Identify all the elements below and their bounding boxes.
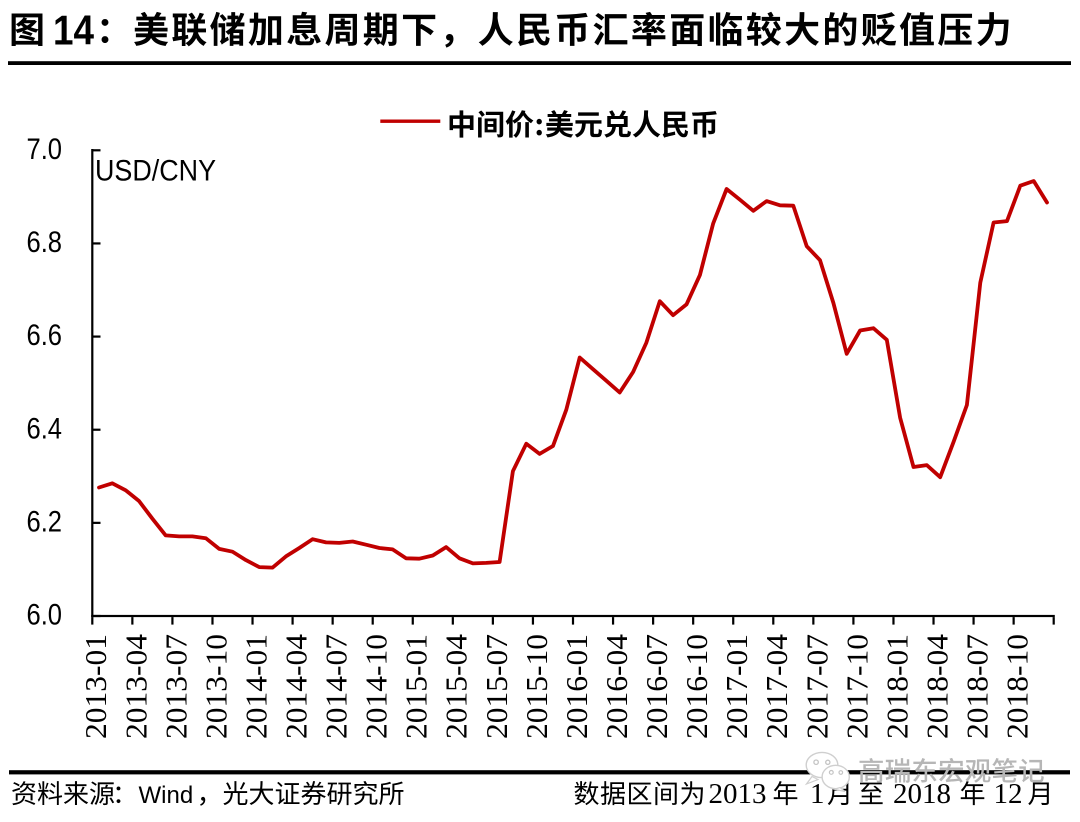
svg-text:14: 14 — [53, 7, 95, 54]
svg-text:2015-01: 2015-01 — [399, 634, 434, 739]
svg-text:Wind: Wind — [139, 782, 194, 809]
svg-text:USD/CNY: USD/CNY — [95, 155, 216, 188]
svg-text:2016-07: 2016-07 — [639, 634, 674, 739]
svg-text:2013-04: 2013-04 — [118, 633, 153, 739]
svg-text:2015-10: 2015-10 — [519, 634, 554, 739]
svg-text:2016-01: 2016-01 — [559, 634, 594, 739]
svg-text:12: 12 — [994, 778, 1023, 810]
svg-text:6.4: 6.4 — [27, 412, 63, 445]
svg-text:2018-10: 2018-10 — [1000, 634, 1035, 739]
svg-text:1: 1 — [810, 778, 825, 810]
svg-text:2014-04: 2014-04 — [278, 633, 313, 739]
svg-text:2013-01: 2013-01 — [78, 634, 113, 739]
svg-text:2013-10: 2013-10 — [198, 634, 233, 739]
svg-text:6.8: 6.8 — [27, 226, 63, 259]
svg-text:2015-04: 2015-04 — [439, 633, 474, 739]
svg-text:2018-01: 2018-01 — [879, 634, 914, 739]
svg-text:2014-07: 2014-07 — [319, 634, 354, 739]
svg-text:2017-10: 2017-10 — [839, 634, 874, 739]
svg-text:7.0: 7.0 — [27, 133, 63, 166]
svg-text:2018-04: 2018-04 — [919, 633, 954, 739]
svg-text:6.6: 6.6 — [27, 319, 63, 352]
svg-text:2016-10: 2016-10 — [679, 634, 714, 739]
svg-text:2013-07: 2013-07 — [158, 634, 193, 739]
svg-text:2013: 2013 — [709, 778, 767, 810]
svg-text:2018-07: 2018-07 — [959, 634, 994, 739]
svg-text:2018: 2018 — [893, 778, 951, 810]
svg-text:2014-01: 2014-01 — [238, 634, 273, 739]
svg-text:6.2: 6.2 — [27, 506, 63, 539]
svg-text:2017-01: 2017-01 — [719, 634, 754, 739]
svg-text:2017-04: 2017-04 — [759, 633, 794, 739]
svg-text:2016-04: 2016-04 — [599, 633, 634, 739]
svg-text:6.0: 6.0 — [27, 599, 63, 632]
svg-text:2017-07: 2017-07 — [799, 634, 834, 739]
svg-text:2014-10: 2014-10 — [359, 634, 394, 739]
svg-text:2015-07: 2015-07 — [479, 634, 514, 739]
